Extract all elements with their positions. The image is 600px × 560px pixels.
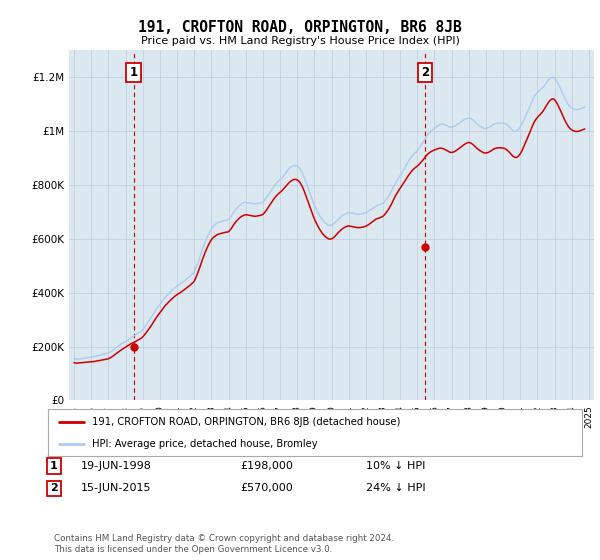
Text: 191, CROFTON ROAD, ORPINGTON, BR6 8JB: 191, CROFTON ROAD, ORPINGTON, BR6 8JB [138,20,462,35]
Text: Contains HM Land Registry data © Crown copyright and database right 2024.
This d: Contains HM Land Registry data © Crown c… [54,534,394,554]
Text: 10% ↓ HPI: 10% ↓ HPI [366,461,425,471]
Text: 2: 2 [421,66,429,79]
Text: £570,000: £570,000 [240,483,293,493]
Text: 191, CROFTON ROAD, ORPINGTON, BR6 8JB (detached house): 191, CROFTON ROAD, ORPINGTON, BR6 8JB (d… [92,417,400,427]
Text: £198,000: £198,000 [240,461,293,471]
Text: 24% ↓ HPI: 24% ↓ HPI [366,483,425,493]
Text: 15-JUN-2015: 15-JUN-2015 [81,483,151,493]
Text: HPI: Average price, detached house, Bromley: HPI: Average price, detached house, Brom… [92,438,317,449]
Text: 1: 1 [130,66,137,79]
Text: Price paid vs. HM Land Registry's House Price Index (HPI): Price paid vs. HM Land Registry's House … [140,36,460,46]
Text: 2: 2 [50,483,58,493]
Text: 19-JUN-1998: 19-JUN-1998 [81,461,152,471]
Text: 1: 1 [50,461,58,471]
